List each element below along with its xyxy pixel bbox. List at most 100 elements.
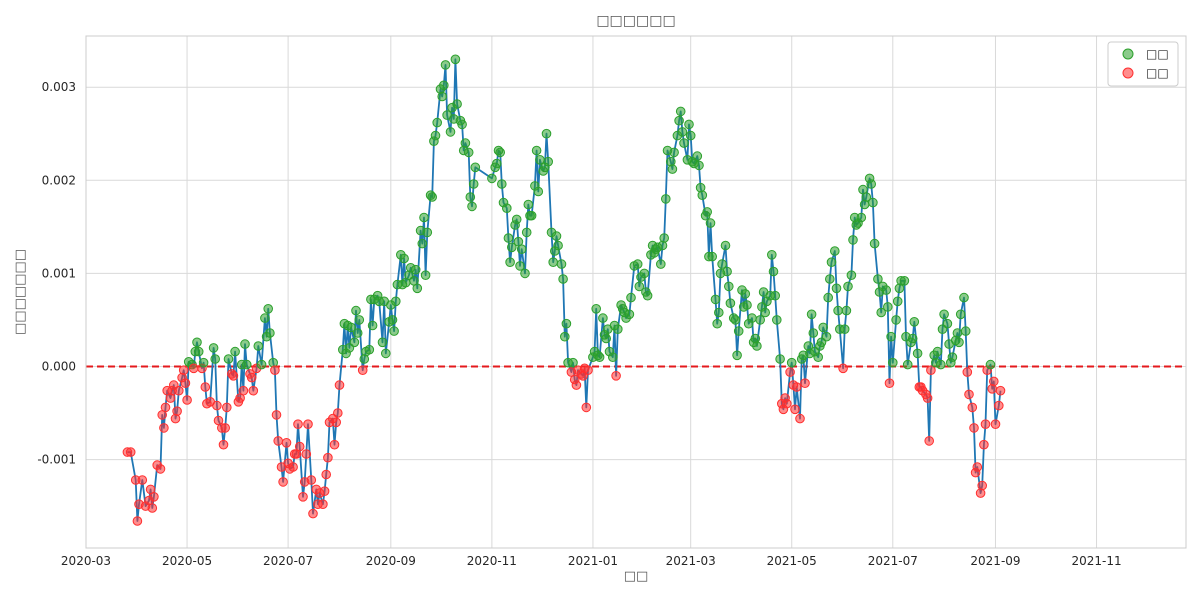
data-point-positive bbox=[503, 233, 514, 243]
data-point-positive bbox=[656, 259, 666, 269]
x-tick-label: 2021-07 bbox=[868, 554, 918, 568]
data-point-positive bbox=[502, 203, 512, 213]
data-point-negative bbox=[188, 363, 199, 374]
data-point-positive bbox=[253, 341, 264, 351]
data-point-positive bbox=[516, 244, 527, 254]
data-point-positive bbox=[432, 117, 443, 128]
data-point-negative bbox=[979, 439, 989, 450]
x-tick-label: 2021-09 bbox=[970, 554, 1020, 568]
data-point-positive bbox=[389, 326, 399, 336]
data-point-positive bbox=[936, 359, 946, 370]
data-point-positive bbox=[952, 328, 963, 338]
data-point-positive bbox=[520, 268, 530, 279]
data-point-negative bbox=[357, 365, 368, 376]
data-point-negative bbox=[278, 477, 288, 487]
data-point-positive bbox=[742, 300, 752, 310]
data-point-positive bbox=[241, 359, 252, 370]
y-tick-label: 0.002 bbox=[42, 173, 76, 187]
data-point-negative bbox=[137, 475, 148, 485]
data-point-negative bbox=[159, 423, 169, 433]
data-point-positive bbox=[470, 162, 481, 173]
data-point-positive bbox=[722, 266, 732, 277]
data-point-positive bbox=[505, 257, 515, 268]
data-point-positive bbox=[427, 192, 438, 202]
data-point-positive bbox=[535, 155, 545, 165]
data-point-positive bbox=[985, 359, 996, 370]
data-point-positive bbox=[193, 346, 204, 357]
data-point-positive bbox=[891, 315, 901, 325]
data-point-negative bbox=[246, 372, 257, 383]
x-tick-label: 2020-05 bbox=[162, 554, 212, 568]
data-point-positive bbox=[881, 285, 892, 295]
data-point-negative bbox=[200, 382, 211, 392]
data-point-positive bbox=[556, 259, 567, 269]
y-tick-label: 0.000 bbox=[42, 359, 76, 373]
data-point-positive bbox=[717, 259, 727, 269]
data-point-positive bbox=[260, 313, 270, 323]
data-point-negative bbox=[306, 475, 317, 485]
data-point-negative bbox=[334, 380, 345, 390]
data-point-positive bbox=[560, 331, 570, 342]
data-point-positive bbox=[720, 240, 731, 251]
data-point-positive bbox=[351, 305, 361, 316]
data-point-positive bbox=[468, 179, 479, 189]
legend: □□ □□ bbox=[1107, 41, 1179, 87]
data-point-positive bbox=[541, 128, 552, 139]
x-axis-title: □□ bbox=[624, 569, 649, 584]
data-point-positive bbox=[702, 207, 713, 217]
data-point-positive bbox=[669, 147, 679, 158]
data-point-negative bbox=[294, 441, 305, 452]
data-point-negative bbox=[323, 452, 333, 463]
data-point-positive bbox=[265, 328, 275, 338]
data-point-positive bbox=[876, 307, 887, 318]
x-tick-label: 2021-01 bbox=[568, 554, 618, 568]
data-point-positive bbox=[674, 115, 684, 126]
data-point-negative bbox=[271, 410, 282, 420]
data-point-negative bbox=[174, 385, 184, 396]
data-point-positive bbox=[823, 292, 834, 303]
data-point-positive bbox=[460, 138, 471, 148]
data-point-negative bbox=[331, 417, 342, 428]
data-point-negative bbox=[980, 419, 991, 430]
data-point-negative bbox=[333, 408, 343, 418]
y-tick-label: -0.001 bbox=[37, 453, 76, 467]
plot-frame bbox=[85, 35, 1187, 549]
legend-marker-positive bbox=[1122, 48, 1134, 60]
data-point-positive bbox=[624, 309, 635, 320]
data-point-positive bbox=[712, 318, 723, 329]
y-axis-title: □□□□□□□ bbox=[13, 249, 28, 335]
data-point-positive bbox=[391, 296, 401, 307]
data-point-negative bbox=[321, 469, 332, 480]
data-point-positive bbox=[677, 127, 688, 137]
data-point-positive bbox=[626, 292, 636, 303]
data-point-positive bbox=[543, 156, 554, 167]
data-point-positive bbox=[942, 318, 953, 329]
data-point-positive bbox=[959, 292, 969, 303]
data-point-positive bbox=[955, 309, 966, 320]
data-point-negative bbox=[288, 462, 298, 472]
data-point-positive bbox=[907, 333, 918, 344]
data-point-positive bbox=[825, 274, 835, 284]
data-point-positive bbox=[947, 352, 958, 363]
data-point-positive bbox=[515, 261, 525, 271]
data-point-positive bbox=[856, 212, 867, 223]
data-point-positive bbox=[240, 339, 250, 349]
data-point-positive bbox=[263, 304, 274, 314]
data-point-positive bbox=[457, 119, 467, 130]
legend-marker-negative bbox=[1122, 67, 1134, 79]
data-point-positive bbox=[909, 317, 920, 327]
data-point-positive bbox=[888, 357, 898, 368]
data-point-positive bbox=[465, 192, 476, 202]
data-point-positive bbox=[818, 322, 829, 333]
data-point-negative bbox=[969, 423, 979, 433]
data-point-positive bbox=[417, 238, 428, 249]
data-point-positive bbox=[521, 227, 532, 238]
data-point-positive bbox=[770, 290, 781, 301]
data-point-positive bbox=[954, 337, 964, 348]
data-point-positive bbox=[932, 346, 943, 357]
data-point-positive bbox=[768, 266, 779, 277]
data-point-positive bbox=[760, 307, 771, 318]
data-point-positive bbox=[208, 343, 219, 353]
data-point-positive bbox=[639, 268, 650, 279]
data-point-positive bbox=[495, 147, 506, 158]
